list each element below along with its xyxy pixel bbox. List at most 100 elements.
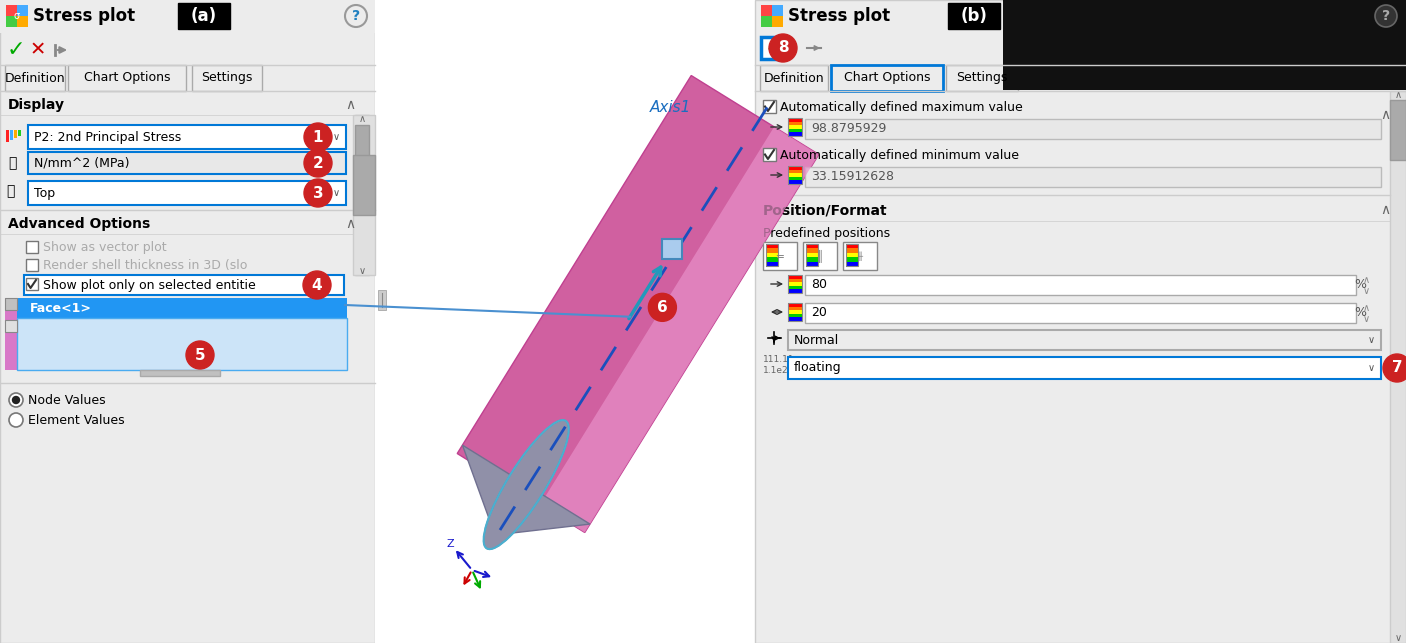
Text: 2: 2	[312, 156, 323, 170]
FancyBboxPatch shape	[831, 65, 943, 91]
FancyBboxPatch shape	[0, 0, 375, 643]
FancyBboxPatch shape	[25, 259, 38, 271]
Circle shape	[304, 149, 332, 177]
FancyBboxPatch shape	[806, 253, 818, 258]
FancyBboxPatch shape	[193, 65, 262, 91]
Text: Face<1>: Face<1>	[30, 302, 91, 314]
Text: Definition: Definition	[763, 71, 824, 84]
FancyBboxPatch shape	[846, 257, 858, 262]
FancyBboxPatch shape	[25, 241, 38, 253]
FancyBboxPatch shape	[787, 357, 1381, 379]
Text: ?: ?	[1382, 9, 1391, 23]
Text: ║: ║	[817, 249, 824, 262]
Text: 8: 8	[778, 41, 789, 55]
Text: Axis1: Axis1	[650, 100, 692, 116]
FancyBboxPatch shape	[787, 166, 801, 170]
FancyBboxPatch shape	[806, 303, 1355, 323]
FancyBboxPatch shape	[6, 130, 8, 142]
FancyBboxPatch shape	[844, 242, 877, 270]
Text: Show as vector plot: Show as vector plot	[44, 240, 167, 253]
FancyBboxPatch shape	[766, 257, 778, 262]
Text: N/mm^2 (MPa): N/mm^2 (MPa)	[34, 156, 129, 170]
Text: ∧: ∧	[1362, 303, 1369, 313]
FancyBboxPatch shape	[787, 285, 801, 290]
Circle shape	[344, 5, 367, 27]
Text: 7: 7	[1392, 361, 1402, 376]
Text: %: %	[1354, 278, 1367, 291]
Text: σ: σ	[14, 11, 20, 21]
FancyBboxPatch shape	[6, 65, 65, 91]
FancyBboxPatch shape	[846, 262, 858, 266]
Text: 20: 20	[811, 307, 827, 320]
FancyBboxPatch shape	[846, 244, 858, 249]
FancyBboxPatch shape	[946, 65, 1018, 91]
Text: ∨: ∨	[1362, 286, 1369, 296]
Text: ═: ═	[776, 251, 783, 261]
FancyBboxPatch shape	[803, 242, 837, 270]
Text: ∧: ∧	[1362, 275, 1369, 285]
Text: 33.15912628: 33.15912628	[811, 170, 894, 183]
Text: ╫: ╫	[858, 251, 862, 261]
FancyBboxPatch shape	[787, 181, 801, 185]
Text: ∨: ∨	[1362, 314, 1369, 324]
FancyBboxPatch shape	[766, 244, 778, 249]
Text: ∧: ∧	[1379, 108, 1391, 122]
FancyBboxPatch shape	[378, 290, 387, 310]
Text: Advanced Options: Advanced Options	[8, 217, 150, 231]
Text: Normal: Normal	[794, 334, 839, 347]
Text: ✓: ✓	[7, 40, 25, 60]
Circle shape	[1375, 5, 1398, 27]
Text: 5: 5	[194, 347, 205, 363]
Circle shape	[8, 413, 22, 427]
Circle shape	[648, 293, 676, 322]
Text: Z: Z	[446, 539, 454, 549]
Text: Node Values: Node Values	[28, 394, 105, 406]
FancyBboxPatch shape	[787, 132, 801, 136]
FancyBboxPatch shape	[763, 242, 797, 270]
FancyBboxPatch shape	[763, 100, 776, 113]
FancyBboxPatch shape	[787, 278, 801, 283]
Circle shape	[186, 341, 214, 369]
FancyBboxPatch shape	[375, 0, 761, 643]
FancyBboxPatch shape	[787, 307, 801, 311]
FancyBboxPatch shape	[17, 5, 28, 16]
FancyBboxPatch shape	[17, 318, 347, 370]
Text: 1: 1	[312, 129, 323, 145]
FancyBboxPatch shape	[846, 248, 858, 253]
Text: 80: 80	[811, 278, 827, 291]
FancyBboxPatch shape	[17, 16, 28, 27]
FancyBboxPatch shape	[14, 130, 17, 138]
FancyBboxPatch shape	[1391, 100, 1406, 160]
Text: Automatically defined maximum value: Automatically defined maximum value	[780, 100, 1022, 114]
Text: Render shell thickness in 3D (slo: Render shell thickness in 3D (slo	[44, 258, 247, 271]
Text: 6: 6	[657, 300, 668, 315]
Polygon shape	[540, 127, 818, 532]
Text: Show plot only on selected entitie: Show plot only on selected entitie	[44, 278, 256, 291]
FancyBboxPatch shape	[787, 310, 801, 314]
FancyBboxPatch shape	[6, 5, 17, 16]
Text: 3: 3	[312, 185, 323, 201]
FancyBboxPatch shape	[772, 16, 783, 27]
FancyBboxPatch shape	[787, 318, 801, 322]
FancyBboxPatch shape	[763, 148, 776, 161]
Text: P2: 2nd Principal Stress: P2: 2nd Principal Stress	[34, 131, 181, 143]
FancyBboxPatch shape	[766, 248, 778, 253]
FancyBboxPatch shape	[787, 118, 801, 122]
Text: %: %	[1354, 307, 1367, 320]
FancyBboxPatch shape	[787, 170, 801, 174]
Text: ∧: ∧	[359, 114, 366, 124]
FancyBboxPatch shape	[6, 298, 17, 310]
FancyBboxPatch shape	[948, 3, 1000, 29]
FancyBboxPatch shape	[806, 248, 818, 253]
FancyBboxPatch shape	[67, 65, 186, 91]
Circle shape	[1384, 354, 1406, 382]
Ellipse shape	[484, 420, 569, 549]
FancyBboxPatch shape	[806, 262, 818, 266]
FancyBboxPatch shape	[806, 167, 1381, 187]
FancyBboxPatch shape	[787, 282, 801, 286]
FancyBboxPatch shape	[6, 320, 17, 332]
FancyBboxPatch shape	[787, 303, 801, 307]
Polygon shape	[457, 75, 818, 532]
Text: ∧: ∧	[344, 98, 356, 112]
Text: Settings: Settings	[201, 71, 253, 84]
